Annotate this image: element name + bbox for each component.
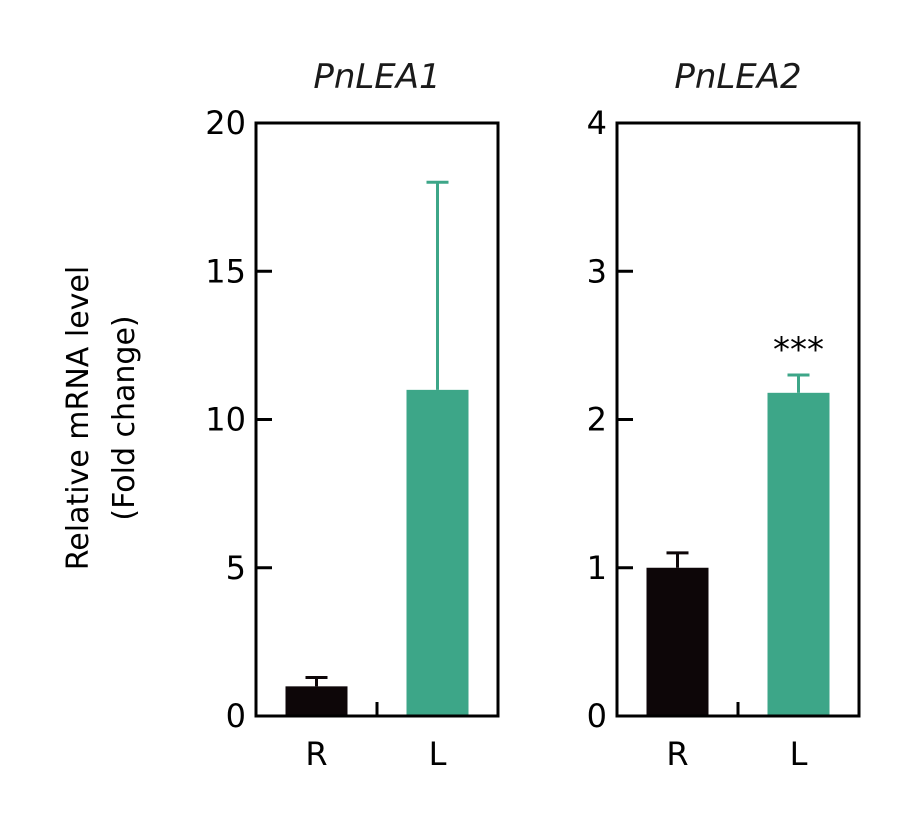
x-tick-label: R xyxy=(305,735,327,773)
y-tick-label: 15 xyxy=(205,252,246,290)
y-tick-label: 4 xyxy=(587,104,607,142)
x-tick-label: L xyxy=(790,735,808,773)
bar-r xyxy=(646,567,709,716)
bar-l xyxy=(406,389,469,716)
y-tick-label: 3 xyxy=(587,252,607,290)
y-tick-label: 10 xyxy=(205,401,246,439)
y-axis-label-line1: Relative mRNA level xyxy=(61,266,96,570)
x-tick-label: L xyxy=(429,735,447,773)
chart-panels: PnLEA1 R L 0 5 10 15 20 PnLEA2 R L *** 0 1 2 3 4 xyxy=(205,57,861,773)
bar-r xyxy=(285,686,348,716)
x-tick-label: R xyxy=(666,735,688,773)
panel-title: PnLEA2 xyxy=(674,57,801,97)
y-tick-label: 1 xyxy=(587,549,607,587)
y-axis-label-line2: (Fold change) xyxy=(107,315,142,520)
panel-1: PnLEA1 R L 0 5 10 15 20 xyxy=(205,57,500,773)
y-tick-label: 5 xyxy=(226,549,246,587)
y-tick-label: 0 xyxy=(587,697,607,735)
y-axis-label: Relative mRNA level (Fold change) xyxy=(61,266,142,570)
bar-l xyxy=(767,392,830,716)
y-tick-label: 2 xyxy=(587,401,607,439)
panel-2: PnLEA2 R L *** 0 1 2 3 4 xyxy=(587,57,861,773)
panel-title: PnLEA1 xyxy=(313,57,440,97)
y-tick-label: 0 xyxy=(226,697,246,735)
y-tick-label: 20 xyxy=(205,104,246,142)
significance-marker: *** xyxy=(773,330,824,370)
